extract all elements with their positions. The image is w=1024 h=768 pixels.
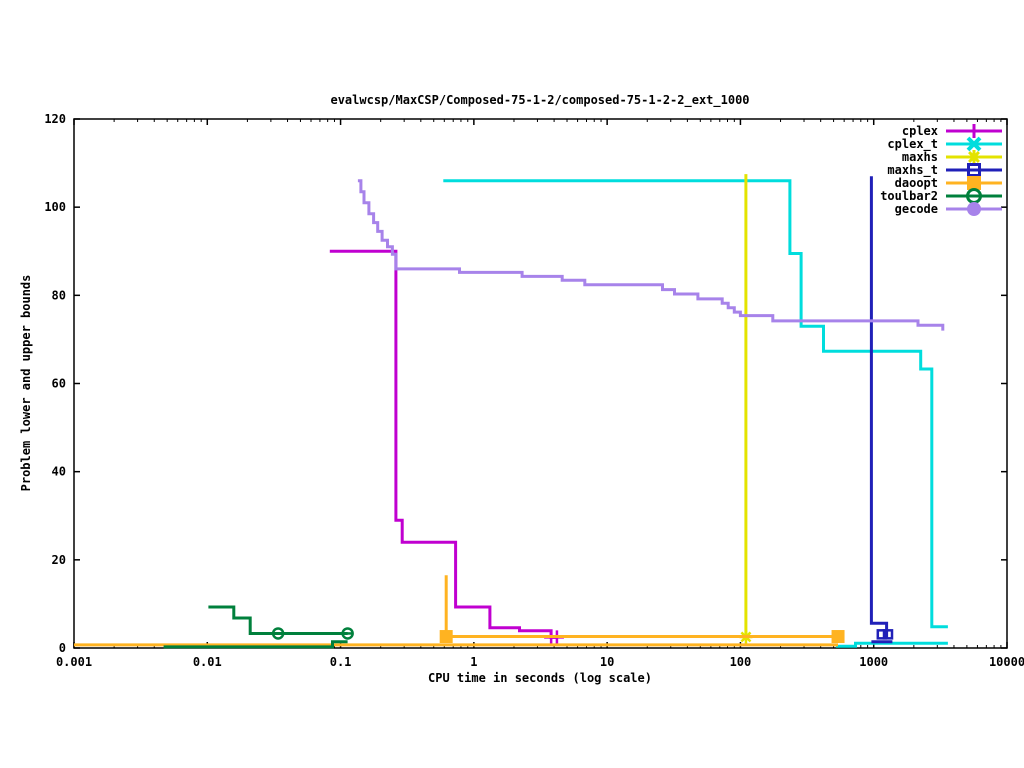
series-line-toulbar2: [163, 640, 348, 649]
marker-open-square: [967, 163, 981, 177]
legend-label-toulbar2: toulbar2: [880, 189, 938, 203]
marker-dash-circle: [271, 627, 285, 640]
marker-asterisk: [967, 150, 981, 164]
series-line-gecode: [357, 179, 945, 331]
x-tick-label: 0.1: [330, 655, 352, 669]
marker-filled-square: [439, 630, 453, 644]
x-tick-label: 1000: [859, 655, 888, 669]
series-line-cplex: [329, 249, 557, 639]
series-line-cplex_t: [835, 641, 948, 648]
y-tick-label: 80: [52, 288, 66, 302]
legend-label-daoopt: daoopt: [895, 176, 938, 190]
legend-label-gecode: gecode: [895, 202, 938, 216]
series-line-cplex_t: [443, 179, 948, 629]
x-tick-label: 100: [730, 655, 752, 669]
legend-label-maxhs: maxhs: [902, 150, 938, 164]
y-tick-label: 100: [44, 200, 66, 214]
marker-filled-circle: [967, 202, 981, 216]
plot-border: [73, 118, 1008, 649]
series-line-maxhs_t: [869, 176, 889, 639]
legend-label-maxhs_t: maxhs_t: [887, 163, 938, 178]
legend-label-cplex: cplex: [902, 124, 938, 138]
legend-label-cplex_t: cplex_t: [887, 137, 938, 152]
marker-plus: [967, 124, 981, 138]
y-tick-label: 20: [52, 553, 66, 567]
plot-layer: 0.001 0.01 0.1 1 10 100 1000 10000 0 20 40 60 80 100 1…: [44, 112, 1024, 669]
x-axis-label: CPU time in seconds (log scale): [428, 671, 652, 685]
y-tick-label: 0: [59, 641, 66, 655]
x-tick-label: 0.001: [56, 655, 92, 669]
chart-title: evalwcsp/MaxCSP/Composed-75-1-2/composed…: [330, 93, 749, 108]
x-tick-label: 10000: [989, 655, 1024, 669]
x-tick-label: 10: [600, 655, 614, 669]
marker-filled-square: [967, 176, 981, 190]
y-tick-label: 120: [44, 112, 66, 126]
marker-x: [966, 136, 982, 152]
marker-open-square: [882, 629, 894, 640]
y-tick-label: 60: [52, 377, 66, 391]
marker-filled-square: [831, 630, 845, 644]
marker-open-square: [876, 629, 888, 640]
y-axis-label: Problem lower and upper bounds: [19, 275, 33, 492]
marker-dash-circle: [341, 627, 354, 640]
x-tick-label: 0.01: [193, 655, 222, 669]
x-tick-label: 1: [470, 655, 477, 669]
series-line-toulbar2: [208, 605, 348, 635]
y-tick-label: 40: [52, 465, 66, 479]
